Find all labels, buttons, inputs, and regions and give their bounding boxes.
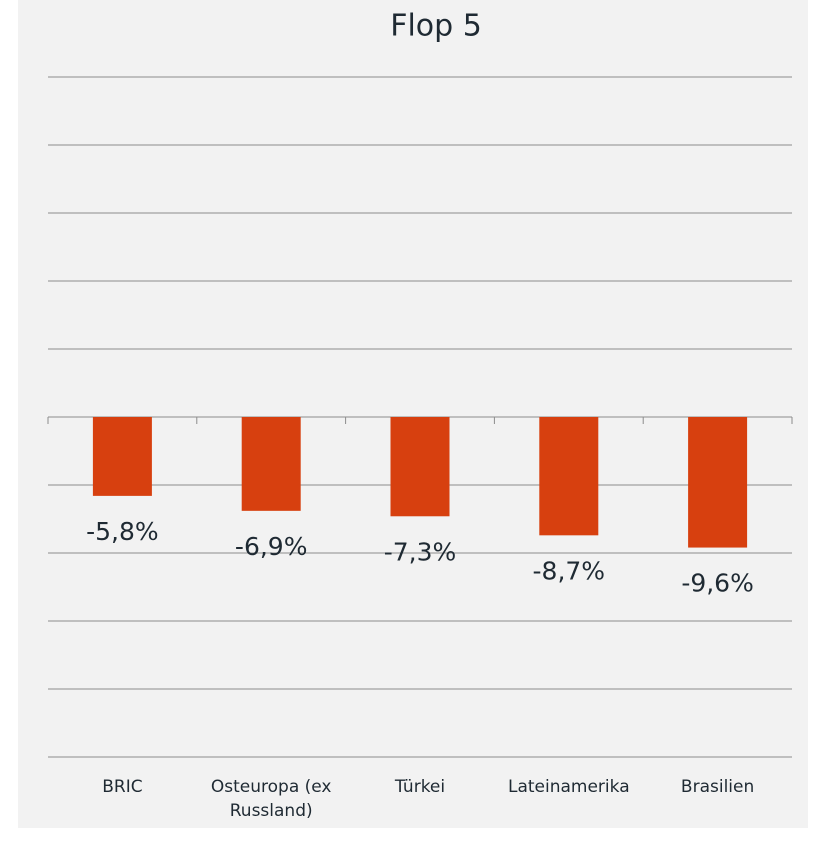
data-label: -9,6% [681, 569, 754, 598]
bar [92, 417, 152, 496]
bar [241, 417, 301, 511]
x-tick-label: Lateinamerika [508, 777, 630, 797]
data-label: -5,8% [86, 517, 159, 546]
bar [539, 417, 599, 536]
chart-background [18, 0, 808, 828]
data-label: -8,7% [533, 556, 606, 585]
data-label: -7,3% [384, 537, 457, 566]
x-tick-label: Türkei [394, 777, 445, 797]
x-tick-label: Brasilien [681, 777, 754, 797]
x-tick-label: BRIC [102, 777, 142, 797]
bar [390, 417, 450, 517]
chart-title: Flop 5 [390, 9, 482, 44]
x-tick-label: Osteuropa (ex Russland) [211, 777, 332, 821]
data-label: -6,9% [235, 532, 308, 561]
bar [688, 417, 748, 548]
